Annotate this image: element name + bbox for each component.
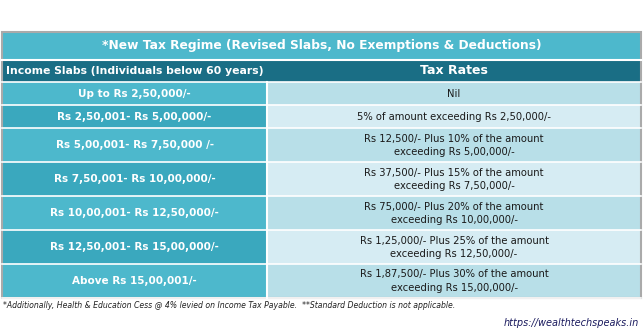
FancyBboxPatch shape xyxy=(2,230,267,264)
Text: Tax Rates: Tax Rates xyxy=(420,64,488,78)
FancyBboxPatch shape xyxy=(267,264,641,298)
FancyBboxPatch shape xyxy=(267,196,641,230)
FancyBboxPatch shape xyxy=(2,264,267,298)
Text: Income Slabs (Individuals below 60 years): Income Slabs (Individuals below 60 years… xyxy=(6,66,263,76)
Text: https://wealthtechspeaks.in: https://wealthtechspeaks.in xyxy=(504,318,639,328)
FancyBboxPatch shape xyxy=(267,105,641,128)
FancyBboxPatch shape xyxy=(2,60,267,82)
Text: Rs 2,50,001- Rs 5,00,000/-: Rs 2,50,001- Rs 5,00,000/- xyxy=(57,112,212,122)
Text: Rs 37,500/- Plus 15% of the amount
exceeding Rs 7,50,000/-: Rs 37,500/- Plus 15% of the amount excee… xyxy=(365,168,544,191)
FancyBboxPatch shape xyxy=(267,230,641,264)
FancyBboxPatch shape xyxy=(2,82,267,105)
FancyBboxPatch shape xyxy=(2,196,267,230)
Text: Rs 12,500/- Plus 10% of the amount
exceeding Rs 5,00,000/-: Rs 12,500/- Plus 10% of the amount excee… xyxy=(365,134,544,157)
Text: *New Tax Regime (Revised Slabs, No Exemptions & Deductions): *New Tax Regime (Revised Slabs, No Exemp… xyxy=(102,40,541,52)
FancyBboxPatch shape xyxy=(267,60,641,82)
FancyBboxPatch shape xyxy=(267,128,641,162)
Text: Rs 5,00,001- Rs 7,50,000 /-: Rs 5,00,001- Rs 7,50,000 /- xyxy=(55,140,214,150)
Text: Rs 75,000/- Plus 20% of the amount
exceeding Rs 10,00,000/-: Rs 75,000/- Plus 20% of the amount excee… xyxy=(365,202,544,225)
Text: 5% of amount exceeding Rs 2,50,000/-: 5% of amount exceeding Rs 2,50,000/- xyxy=(357,112,551,122)
FancyBboxPatch shape xyxy=(267,162,641,196)
Text: Rs 10,00,001- Rs 12,50,000/-: Rs 10,00,001- Rs 12,50,000/- xyxy=(50,208,219,218)
Text: Rs 12,50,001- Rs 15,00,000/-: Rs 12,50,001- Rs 15,00,000/- xyxy=(50,242,219,252)
Text: Rs 1,87,500/- Plus 30% of the amount
exceeding Rs 15,00,000/-: Rs 1,87,500/- Plus 30% of the amount exc… xyxy=(360,269,549,293)
FancyBboxPatch shape xyxy=(2,105,267,128)
Text: Above Rs 15,00,001/-: Above Rs 15,00,001/- xyxy=(72,276,197,286)
FancyBboxPatch shape xyxy=(267,82,641,105)
FancyBboxPatch shape xyxy=(2,32,641,60)
Text: *Additionally, Health & Education Cess @ 4% levied on Income Tax Payable.  **Sta: *Additionally, Health & Education Cess @… xyxy=(3,301,455,310)
Text: Rs 1,25,000/- Plus 25% of the amount
exceeding Rs 12,50,000/-: Rs 1,25,000/- Plus 25% of the amount exc… xyxy=(359,236,549,259)
FancyBboxPatch shape xyxy=(2,128,267,162)
Text: Rs 7,50,001- Rs 10,00,000/-: Rs 7,50,001- Rs 10,00,000/- xyxy=(53,174,216,184)
Text: Nil: Nil xyxy=(448,88,460,99)
Text: Up to Rs 2,50,000/-: Up to Rs 2,50,000/- xyxy=(78,88,191,99)
FancyBboxPatch shape xyxy=(2,162,267,196)
